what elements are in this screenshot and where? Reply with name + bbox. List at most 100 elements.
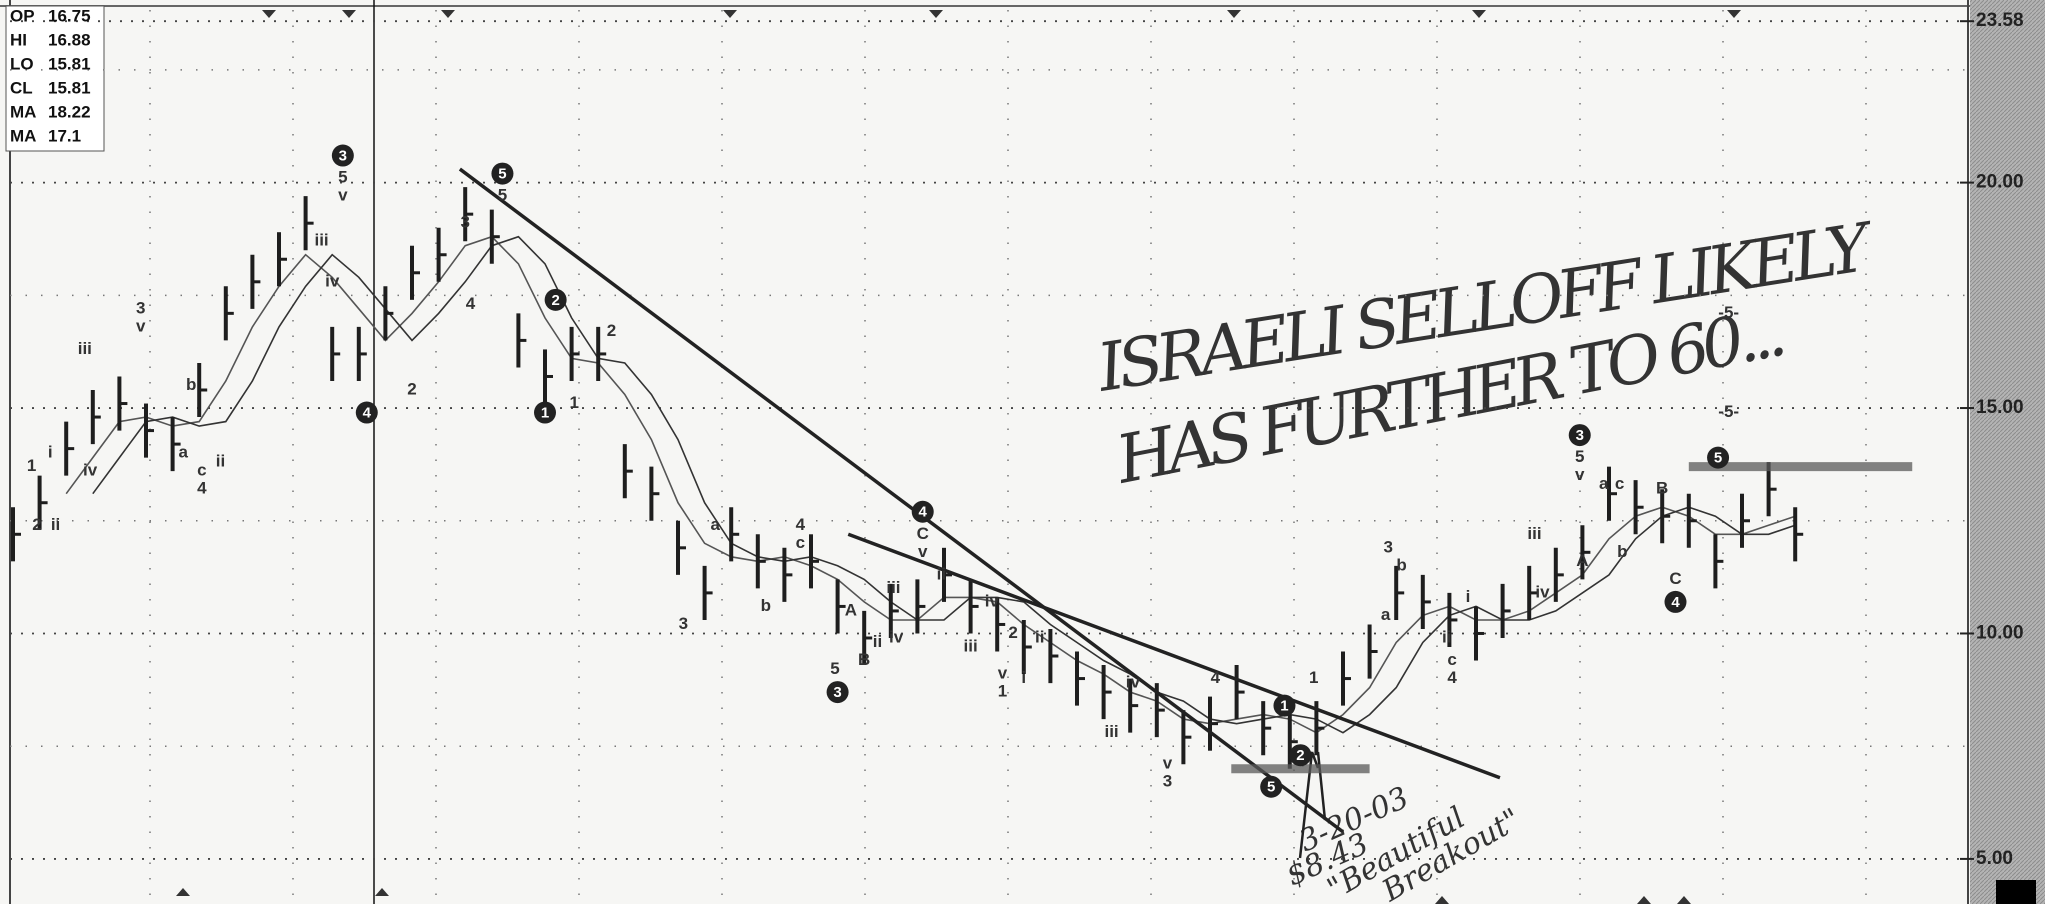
plot-background [0,0,1970,904]
wave-label: ii [1442,627,1451,646]
wave-circle [1707,446,1730,469]
wave-label: i [48,443,53,462]
info-label: CL [10,78,33,97]
wave-label: iv [985,591,1000,610]
trendline [847,532,1501,780]
info-value: 15.81 [48,54,91,73]
wave-label: 3 [1163,772,1172,791]
wave-circle [826,681,849,704]
wave-label: iii [1527,524,1541,543]
wave-label: 2 [1008,623,1017,642]
wave-label: iii [314,231,328,250]
info-box [5,5,105,152]
wave-label: 4 [466,294,476,313]
wave-label: 3 [460,213,469,232]
circled-wave-label: 1 [541,405,549,422]
wave-label: a [711,515,721,534]
y-tick-label: 23.58 [1976,10,2024,31]
circled-wave-label: 3 [833,684,841,701]
wave-label: iii [964,636,978,655]
wave-circle [331,144,354,167]
wave-label: v [1163,754,1173,773]
wave-label: iv [889,627,904,646]
wave-label: 5 [338,168,347,187]
wave-label: v [998,664,1008,683]
info-value: 15.81 [48,78,91,97]
wave-label: 5 [498,186,507,205]
wave-label: 3 [1383,537,1392,556]
moving-average [92,235,1796,734]
circled-wave-label: 3 [1576,427,1584,444]
circled-wave-label: 4 [919,504,928,521]
wave-label: ii [873,632,882,651]
wave-label: B [858,650,870,669]
wave-label: c [1447,650,1456,669]
wave-label: 2 [32,515,41,534]
info-value: 16.75 [48,6,91,25]
corner-block [1996,880,2036,904]
y-tick-label: 20.00 [1976,172,2024,193]
trendline [458,167,1345,834]
wave-label: A [845,600,857,619]
wave-label: ii [51,515,60,534]
wave-label: 5 [830,659,839,678]
y-tick-label: 15.00 [1976,397,2024,418]
wave-label: -5- [1718,303,1739,322]
info-label: HI [10,30,27,49]
wave-label: i [1466,587,1471,606]
wave-label: iv [1535,582,1550,601]
circled-wave-label: 2 [551,292,559,309]
wave-label: a [179,443,189,462]
wave-circle [1568,424,1591,447]
wave-label: B [1656,479,1668,498]
circled-wave-label: 1 [1280,698,1288,715]
wave-label: 3 [679,614,688,633]
wave-circle [1273,694,1296,717]
wave-label: 2 [407,379,416,398]
info-value: 16.88 [48,30,91,49]
wave-label: 4 [796,515,806,534]
wave-label: iv [325,271,340,290]
wave-label: c [1615,474,1624,493]
wave-label: ii [937,564,946,583]
wave-label: ii [216,452,225,471]
info-value: 17.1 [48,126,81,145]
wave-label: iii [886,578,900,597]
wave-label: c [197,461,206,480]
dotted-columns [149,10,1867,904]
info-value: 18.22 [48,102,91,121]
wave-label: C [1669,569,1681,588]
wave-label: v [136,316,146,335]
info-box-frame [5,5,105,152]
circled-wave-label: 4 [363,405,372,422]
wave-label: C [917,524,929,543]
wave-circle [1260,775,1283,798]
wave-label: 4 [1447,668,1457,687]
circled-wave-label: 5 [1267,779,1275,796]
wave-circle [534,401,556,424]
wave-circle [355,401,378,424]
wave-circle [491,162,514,185]
wave-label: a [1599,474,1609,493]
circled-wave-label: 2 [1296,747,1304,764]
wave-label: 1 [1309,668,1318,687]
info-label: LO [10,54,34,73]
wave-circle [544,288,567,311]
circled-wave-label: 5 [1714,450,1722,467]
wave-label: iii [78,339,92,358]
wave-label: iii [1104,722,1118,741]
wave-label: 2 [607,321,616,340]
wave-label: v [338,186,348,205]
wave-label: 1 [27,456,36,475]
circled-wave-label: 4 [1671,594,1680,611]
info-label: MA [10,126,36,145]
circled-wave-label: 5 [498,166,506,183]
wave-label: v [1575,465,1585,484]
wave-label: 4 [197,479,207,498]
y-tick-label: 5.00 [1976,848,2013,869]
wave-label: c [796,533,805,552]
wave-label: -5- [1718,402,1739,421]
wave-label: b [1396,555,1406,574]
